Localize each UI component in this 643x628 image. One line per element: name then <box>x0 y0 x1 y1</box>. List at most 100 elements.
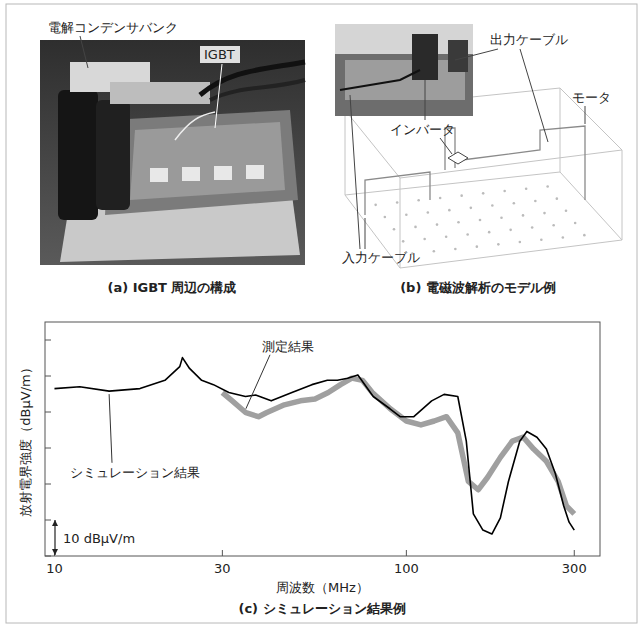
floor-dot <box>423 238 426 241</box>
leader-line <box>215 64 222 128</box>
leader-line <box>440 138 452 154</box>
x-tick-label: 300 <box>562 561 587 576</box>
floor-dot <box>556 197 559 200</box>
floor-dot <box>402 240 405 243</box>
floor-dot <box>525 187 528 190</box>
y-tick <box>45 520 51 521</box>
y-tick <box>45 340 51 341</box>
leader-line <box>520 49 548 142</box>
leader-line <box>585 106 586 124</box>
arrow-head <box>52 520 58 526</box>
floor-dot <box>414 226 417 229</box>
photo-cable <box>340 70 420 90</box>
model-edge <box>622 150 623 240</box>
floor-dot <box>519 241 522 244</box>
caption: (a) IGBT 周辺の構成 <box>108 280 237 295</box>
arrow-head <box>52 549 58 555</box>
x-tick <box>222 550 223 556</box>
floor-dot <box>482 192 485 195</box>
floor-dot <box>374 204 377 207</box>
plot-frame <box>45 322 600 556</box>
floor-dot <box>439 197 442 200</box>
label-patch <box>200 46 240 63</box>
terminal <box>214 166 232 180</box>
label: 入力ケーブル <box>342 250 420 265</box>
outer-frame <box>6 4 637 623</box>
figure: 電解コンデンサバンク IGBT (a) IGBT 周辺の構成 出力ケーブルモータインバ… <box>0 0 643 628</box>
photo-motor <box>448 40 468 72</box>
series-line <box>54 358 574 534</box>
y-tick <box>45 556 51 557</box>
wire <box>175 112 215 140</box>
floor-dot <box>417 199 420 202</box>
x-tick <box>574 550 575 556</box>
input-cable <box>365 172 430 215</box>
floor-dot <box>509 229 512 232</box>
floor-dot <box>562 236 565 239</box>
floor-dot <box>543 212 546 215</box>
floor-dot <box>427 211 430 214</box>
capacitor <box>96 100 130 210</box>
photo-b <box>335 24 473 116</box>
panel-c: 1030100300シミュレーション結果測定結果10 dBμV/m周波数（MHz… <box>18 322 600 616</box>
y-tick <box>45 412 51 413</box>
terminal <box>246 165 264 179</box>
floor-dot <box>393 228 396 231</box>
label: 電解コンデンサバンク <box>48 20 178 35</box>
floor-dot <box>552 224 555 227</box>
leader-line <box>109 394 112 463</box>
floor-dot <box>470 207 473 210</box>
floor-dot <box>445 235 448 238</box>
leader-line <box>350 95 360 249</box>
floor-dot <box>460 194 463 197</box>
leader-line <box>455 49 498 60</box>
floor-dot <box>454 248 457 251</box>
floor-dot <box>565 210 568 213</box>
y-axis-title: 放射電界強度（dBμV/m） <box>18 361 33 516</box>
floor-dot <box>546 185 549 188</box>
floor-dot <box>457 221 460 224</box>
model-edge <box>560 88 561 172</box>
x-axis-title: 周波数（MHz） <box>276 580 369 595</box>
series-label: 測定結果 <box>262 339 314 354</box>
x-tick-label: 10 <box>46 561 63 576</box>
plot-lines <box>54 358 574 534</box>
inverter <box>448 152 468 164</box>
leader-line <box>246 355 270 409</box>
floor-dot <box>396 201 399 204</box>
floor-dot <box>436 223 439 226</box>
leader-line <box>80 36 88 68</box>
floor-dot <box>488 231 491 234</box>
floor-dot <box>491 204 494 207</box>
floor-dot <box>522 214 525 217</box>
label: IGBT <box>204 47 235 62</box>
caption: (b) 電磁波解析のモデル例 <box>400 280 556 295</box>
floor-dot <box>497 243 500 246</box>
photo-floor <box>345 60 465 100</box>
floor-dot <box>466 233 469 236</box>
floor-dot <box>540 238 543 241</box>
floor-dot <box>583 234 586 237</box>
terminal <box>150 168 168 182</box>
floor-dot <box>574 222 577 225</box>
label: インバータ <box>390 122 455 137</box>
output-cable <box>462 126 585 200</box>
cable <box>210 80 305 100</box>
floor-dot <box>534 200 537 203</box>
floor-dot <box>513 202 516 205</box>
label: 出力ケーブル <box>490 32 568 47</box>
x-tick <box>406 550 407 556</box>
scale-bar-label: 10 dBμV/m <box>63 531 135 546</box>
y-tick <box>45 448 51 449</box>
x-tick-label: 100 <box>394 561 419 576</box>
y-tick <box>45 484 51 485</box>
label: モータ <box>572 90 611 105</box>
floor-dot <box>531 226 534 229</box>
floor-dot <box>500 216 503 219</box>
photo-a <box>40 40 305 265</box>
floor-dot <box>448 209 451 212</box>
floor-dot <box>384 216 387 219</box>
panel-a: 電解コンデンサバンク IGBT (a) IGBT 周辺の構成 <box>40 20 305 295</box>
igbt-board <box>105 110 298 215</box>
floor-dot <box>476 245 479 248</box>
